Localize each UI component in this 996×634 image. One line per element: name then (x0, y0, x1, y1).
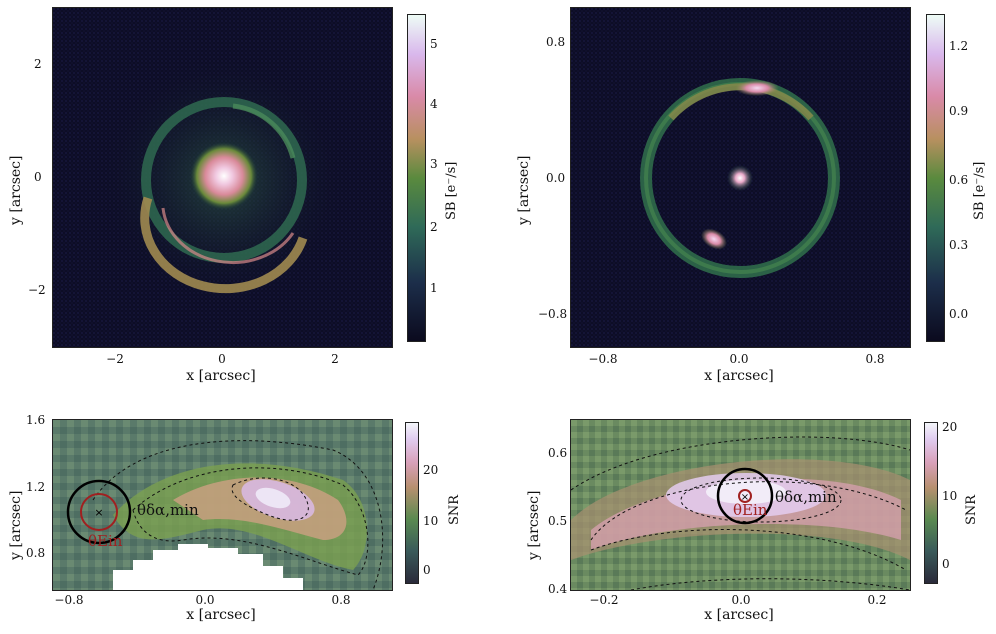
ytick-bottom-right-1: 0.5 (548, 514, 568, 528)
ytick-bottom-left-2: 0.8 (26, 546, 46, 560)
ytick-bottom-left-0: 1.6 (26, 413, 46, 427)
ytick-bottom-right-2: 0.4 (548, 582, 568, 596)
xtick-top-left-0: −2 (106, 352, 124, 366)
xlabel-top-left: x [arcsec] (186, 368, 256, 384)
cbar-label-bottom-left: SNR (447, 494, 462, 525)
cbar-tick-top-left-1: 4 (430, 97, 438, 111)
xtick-bottom-right-2: 0.2 (867, 593, 887, 607)
lens-image-top-right (570, 7, 911, 348)
svg-text:×: × (741, 492, 749, 503)
cbar-tick-bottom-right-0: 20 (942, 420, 958, 434)
xtick-bottom-right-0: −0.2 (589, 593, 619, 607)
ytick-top-right-0: 0.8 (546, 35, 566, 49)
snr-map-bottom-right: × (570, 419, 911, 591)
ytick-top-left-2: −2 (28, 283, 46, 297)
xtick-top-right-0: −0.8 (588, 352, 618, 366)
xtick-top-left-1: 0 (218, 352, 226, 366)
cbar-label-bottom-right: SNR (964, 494, 979, 525)
ytick-bottom-right-0: 0.6 (548, 446, 568, 460)
cbar-tick-top-left-2: 3 (430, 157, 438, 171)
cbar-tick-bottom-right-1: 10 (942, 489, 958, 503)
ytick-top-left-0: 2 (34, 57, 42, 71)
colorbar-bottom-left (405, 422, 419, 584)
cbar-tick-top-left-0: 5 (430, 37, 438, 51)
xtick-top-right-1: 0.0 (729, 352, 749, 366)
cbar-label-top-right: SB [e⁻/s] (972, 161, 987, 220)
cbar-tick-top-right-2: 0.6 (949, 173, 969, 187)
annotation-theta-da-min-bottom-right: θδα,min (775, 488, 837, 506)
ytick-bottom-left-1: 1.2 (26, 480, 46, 494)
annotation-theta-ein-bottom-left: θEin (88, 532, 123, 550)
ylabel-bottom-right: y [arcsec] (526, 490, 542, 560)
cbar-tick-bottom-right-2: 0 (942, 557, 950, 571)
svg-text:×: × (94, 506, 103, 519)
lens-image-top-left (52, 7, 393, 348)
ytick-top-left-1: 0 (34, 170, 42, 184)
cbar-tick-top-right-3: 0.3 (949, 238, 969, 252)
annotation-theta-ein-bottom-right: θEin (733, 501, 768, 519)
xtick-bottom-right-1: 0.0 (731, 593, 751, 607)
ylabel-top-left: y [arcsec] (8, 155, 24, 225)
cbar-tick-top-left-3: 2 (430, 220, 438, 234)
xtick-top-right-2: 0.8 (865, 352, 885, 366)
xlabel-top-right: x [arcsec] (704, 368, 774, 384)
ytick-top-right-2: −0.8 (538, 307, 568, 321)
cbar-tick-top-right-4: 0.0 (949, 307, 969, 321)
xlabel-bottom-left: x [arcsec] (186, 607, 256, 623)
ylabel-top-right: y [arcsec] (516, 155, 532, 225)
xtick-bottom-left-1: 0.0 (195, 593, 215, 607)
annotation-theta-da-min-bottom-left: θδα,min (137, 501, 199, 519)
snr-map-bottom-left: × (52, 419, 393, 591)
cbar-label-top-left: SB [e⁻/s] (444, 161, 459, 220)
xlabel-bottom-right: x [arcsec] (704, 607, 774, 623)
xtick-top-left-2: 2 (331, 352, 339, 366)
xtick-bottom-left-2: 0.8 (331, 593, 351, 607)
ytick-top-right-1: 0.0 (546, 171, 566, 185)
cbar-tick-top-left-4: 1 (430, 281, 438, 295)
cbar-tick-top-right-1: 0.9 (949, 104, 969, 118)
cbar-tick-bottom-left-0: 20 (423, 463, 439, 477)
colorbar-top-left (407, 14, 426, 342)
ylabel-bottom-left: y [arcsec] (8, 490, 24, 560)
colorbar-bottom-right (924, 422, 938, 584)
cbar-tick-bottom-left-2: 0 (423, 563, 431, 577)
cbar-tick-bottom-left-1: 10 (423, 514, 439, 528)
xtick-bottom-left-0: −0.8 (54, 593, 84, 607)
colorbar-top-right (926, 14, 945, 342)
cbar-tick-top-right-0: 1.2 (949, 39, 969, 53)
